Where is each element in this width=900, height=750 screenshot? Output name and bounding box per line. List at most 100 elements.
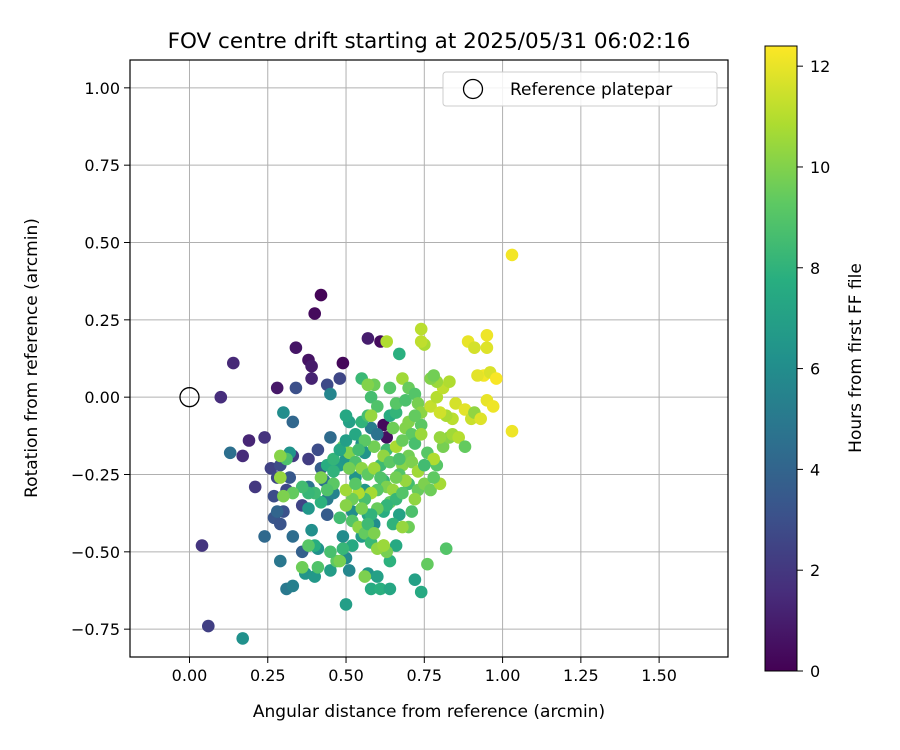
- data-point: [258, 431, 271, 444]
- data-point: [333, 443, 347, 457]
- data-point: [302, 539, 315, 552]
- colorbar-tick-label: 6: [810, 360, 820, 379]
- data-point: [480, 329, 494, 342]
- data-point: [408, 437, 422, 450]
- data-point: [274, 554, 287, 568]
- data-point: [305, 359, 318, 373]
- data-point: [236, 632, 249, 645]
- data-point: [361, 378, 375, 392]
- data-point: [439, 542, 453, 555]
- data-point: [302, 452, 315, 466]
- data-point: [380, 335, 394, 348]
- data-point: [399, 394, 412, 407]
- x-tick-label: 1.50: [641, 666, 677, 685]
- data-point: [223, 446, 237, 460]
- x-tick-label: 0.50: [328, 666, 364, 685]
- data-point: [333, 372, 347, 385]
- data-point: [274, 449, 287, 463]
- data-point: [383, 582, 397, 596]
- data-point: [396, 372, 409, 385]
- data-point: [427, 471, 441, 484]
- data-point: [361, 517, 375, 531]
- x-tick-label: 1.25: [563, 666, 599, 685]
- data-point: [305, 523, 318, 537]
- data-point: [474, 412, 488, 426]
- data-point: [405, 505, 419, 518]
- plot-frame: [129, 59, 729, 658]
- data-point: [336, 530, 350, 543]
- data-point: [408, 492, 422, 506]
- data-point: [452, 431, 466, 444]
- data-point: [418, 458, 431, 472]
- data-point: [324, 545, 337, 559]
- data-point: [270, 505, 284, 518]
- data-point: [443, 375, 456, 389]
- y-tick-label: −0.25: [71, 465, 120, 484]
- data-point: [314, 496, 328, 509]
- data-point: [283, 471, 297, 484]
- grid-lines: [130, 60, 728, 657]
- data-point: [349, 428, 362, 441]
- data-point: [270, 381, 284, 395]
- y-tick-label: 1.00: [84, 79, 120, 98]
- legend: Reference platepar: [442, 71, 718, 107]
- data-point: [424, 483, 437, 497]
- data-point: [339, 483, 353, 497]
- data-point: [414, 428, 428, 441]
- data-point: [377, 539, 390, 552]
- data-point: [339, 499, 353, 512]
- data-point: [374, 471, 387, 484]
- data-point: [433, 406, 447, 419]
- data-point: [386, 421, 400, 435]
- data-point: [433, 431, 447, 444]
- data-points: [195, 248, 519, 645]
- data-point: [274, 517, 287, 531]
- data-point: [295, 561, 309, 574]
- y-tick-label: 0.00: [84, 388, 120, 407]
- data-point: [324, 431, 337, 444]
- data-point: [339, 434, 353, 447]
- data-point: [195, 539, 209, 552]
- y-tick-label: 0.50: [84, 234, 120, 253]
- reference-marker: [179, 387, 200, 408]
- data-point: [352, 443, 365, 457]
- data-point: [393, 452, 406, 466]
- colorbar-tick-label: 4: [810, 460, 820, 479]
- data-point: [311, 561, 325, 574]
- data-point: [367, 462, 381, 475]
- data-point: [289, 381, 303, 395]
- y-tick-label: 0.25: [84, 311, 120, 330]
- x-tick-label: 0.00: [172, 666, 208, 685]
- data-point: [389, 471, 403, 484]
- colorbar: 0 2 4 6 8 10 12 Hours from first FF file: [764, 45, 866, 681]
- data-point: [371, 400, 384, 413]
- x-tick-label: 1.00: [485, 666, 521, 685]
- data-point: [358, 434, 372, 447]
- data-point: [327, 452, 340, 466]
- chart-title: FOV centre drift starting at 2025/05/31 …: [168, 29, 691, 54]
- data-point: [490, 372, 503, 385]
- data-point: [505, 248, 519, 262]
- data-point: [393, 347, 406, 361]
- data-point: [295, 480, 309, 494]
- data-point: [349, 477, 362, 491]
- data-point: [236, 449, 249, 463]
- data-point: [414, 418, 428, 432]
- data-point: [324, 564, 337, 577]
- colorbar-tick-label: 12: [810, 57, 830, 76]
- data-point: [364, 409, 378, 423]
- data-point: [371, 570, 384, 583]
- data-point: [286, 415, 300, 429]
- data-point: [267, 489, 281, 503]
- data-point: [396, 434, 409, 447]
- data-point: [374, 582, 387, 596]
- data-point: [258, 530, 271, 543]
- x-axis-label: Angular distance from reference (arcmin): [253, 702, 605, 722]
- data-point: [248, 480, 262, 494]
- data-point: [414, 585, 428, 599]
- data-point: [342, 564, 356, 577]
- data-point: [367, 527, 381, 540]
- y-tick-label: −0.50: [71, 543, 120, 562]
- data-point: [414, 335, 428, 348]
